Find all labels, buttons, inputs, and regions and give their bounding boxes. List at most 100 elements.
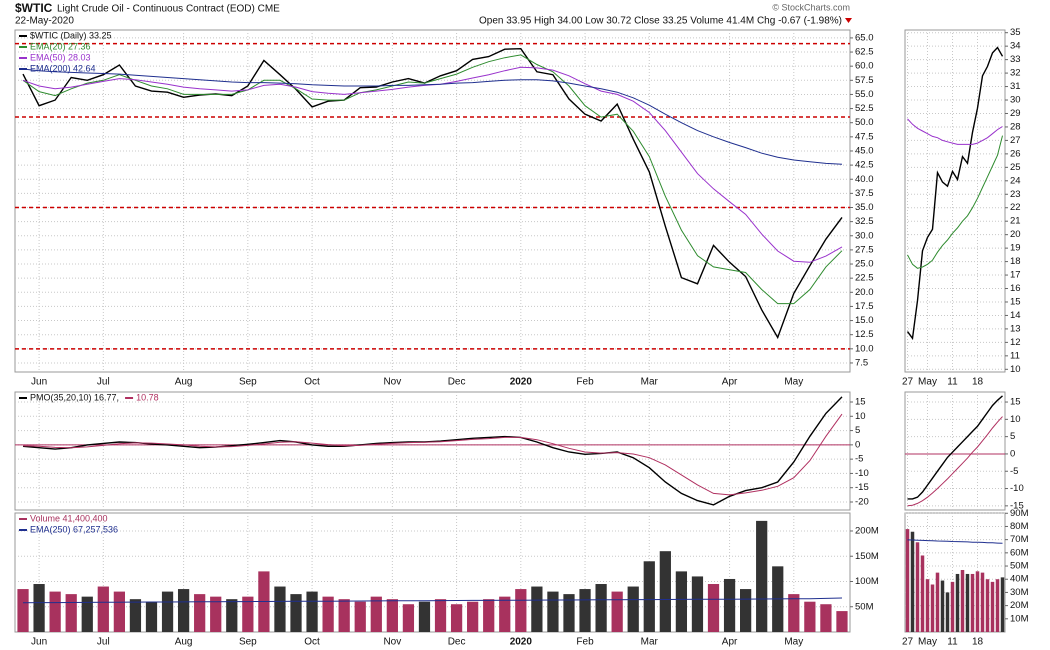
y-tick-label: 5 [1010,431,1015,442]
volume-bar [675,571,688,632]
series-line [907,118,1003,145]
volume-bar [980,572,985,632]
y-tick-label: 15.0 [855,315,874,326]
volume-bar [338,599,350,632]
y-tick-label: 13 [1010,323,1021,334]
y-tick-label: 32.5 [855,216,874,227]
x-tick-label: 2020 [510,377,533,388]
y-tick-label: 10 [1010,364,1021,375]
x-tick-label: May [784,377,803,388]
y-tick-label: -20 [855,497,869,508]
y-tick-label: 50.0 [855,117,874,128]
volume-bar [995,579,1000,632]
volume-bar [820,604,832,632]
y-tick-label: 25.0 [855,259,874,270]
y-tick-label: 10.0 [855,343,874,354]
x-tick-label: Feb [576,637,594,648]
volume-bar [723,578,736,632]
x-tick-label: Sep [239,637,257,648]
y-tick-label: 15 [855,397,866,408]
series-line [907,416,1003,507]
volume-bar [81,596,93,632]
y-tick-label: 80M [1010,521,1029,532]
x-tick-label: Dec [448,377,466,388]
volume-bar [290,594,302,632]
panel-frame [904,29,1006,373]
y-tick-label: 20.0 [855,287,874,298]
legend-label: EMA(250) 67,257,536 [30,524,118,534]
y-tick-label: 33 [1010,54,1021,65]
series-line [907,395,1003,500]
volume-bar [226,599,238,632]
y-tick-label: 50M [855,601,874,612]
x-tick-label: Mar [641,637,659,648]
y-tick-label: 29 [1010,108,1021,119]
x-tick-label: Dec [448,637,466,648]
volume-bar [935,572,940,632]
x-tick-label: Apr [722,637,738,648]
y-tick-label: 90M [1010,508,1029,519]
y-tick-label: 200M [855,525,879,536]
y-tick-label: -15 [1010,500,1024,511]
volume-bar [905,529,910,632]
volume-bar [955,573,960,632]
volume-bar [950,581,955,632]
x-tick-label: Aug [175,637,193,648]
volume-bar [595,584,607,632]
series-line [22,68,843,165]
volume-bar [804,601,816,632]
x-tick-label: May [918,637,937,648]
volume-bar [322,596,334,632]
volume-bar [306,591,318,632]
y-tick-label: 42.5 [855,160,874,171]
y-tick-label: 0 [1010,448,1015,459]
y-tick-label: 35.0 [855,202,874,213]
legend-label: Volume 41,400,400 [30,513,108,523]
x-tick-label: Apr [722,377,738,388]
y-tick-label: 15 [1010,296,1021,307]
y-tick-label: 21 [1010,216,1021,227]
panel-frame [904,391,1006,511]
volume-bar [960,569,965,632]
y-tick-label: -10 [855,468,869,479]
volume-bar [627,586,639,632]
volume-bar [740,589,752,632]
y-tick-label: 47.5 [855,131,874,142]
y-tick-label: 50M [1010,561,1029,572]
y-tick-label: 17.5 [855,301,874,312]
y-tick-label: 10 [1010,414,1021,425]
y-tick-label: 0 [855,439,860,450]
y-tick-label: 40M [1010,574,1029,585]
volume-bar [985,579,990,632]
y-tick-label: 12.5 [855,329,874,340]
y-tick-label: 22 [1010,202,1021,213]
quote: Open 33.95 High 34.00 Low 30.72 Close 33… [479,16,842,27]
volume-bar [836,611,848,632]
volume-bar [579,589,591,632]
y-tick-label: 62.5 [855,47,874,58]
y-tick-label: 100M [855,576,879,587]
x-tick-label: Nov [383,637,401,648]
y-tick-label: 40.0 [855,174,874,185]
series-line [22,597,843,604]
volume-bar [965,573,970,632]
volume-bar [970,573,975,632]
legend-label: $WTIC (Daily) 33.25 [30,30,112,40]
volume-bar [483,599,495,632]
y-tick-label: 27.5 [855,244,874,255]
volume-bar [386,599,398,632]
series-line [907,539,1003,544]
y-tick-label: 60M [1010,547,1029,558]
volume-bar [707,584,720,632]
y-tick-label: 37.5 [855,188,874,199]
y-tick-label: 20M [1010,600,1029,611]
volume-bar [33,584,45,632]
x-tick-label: 18 [972,637,984,648]
volume-bar [450,604,463,632]
y-tick-label: 65.0 [855,32,874,43]
volume-bar [531,586,543,632]
y-tick-label: 26 [1010,148,1021,159]
y-tick-label: 150M [855,551,879,562]
volume-bar [915,542,920,632]
